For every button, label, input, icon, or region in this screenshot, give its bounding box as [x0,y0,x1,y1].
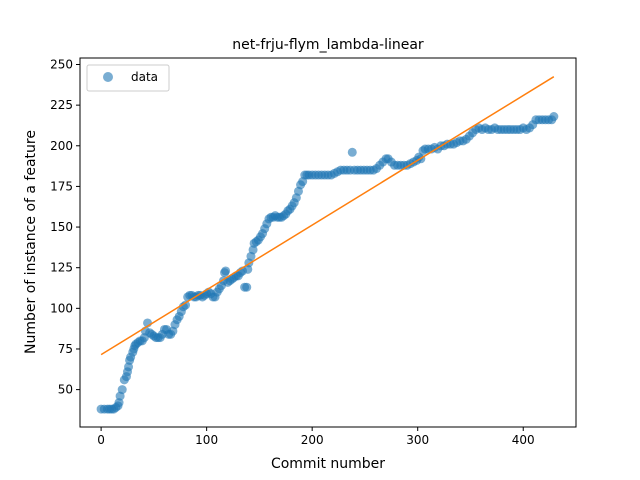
data-point [549,112,559,122]
data-point [221,266,231,276]
chart-title: net-frju-flym_lambda-linear [232,37,424,53]
data-point [181,300,191,310]
legend-marker [103,72,113,82]
x-tick-label: 200 [301,433,324,447]
y-axis-label: Number of instance of a feature [23,130,39,354]
data-point [242,282,252,292]
data-point [117,385,127,395]
x-tick-label: 100 [195,433,218,447]
data-point [347,147,357,157]
y-tick-label: 125 [50,261,73,275]
y-tick-label: 75 [58,342,73,356]
y-tick-label: 200 [50,139,73,153]
x-tick-label: 300 [406,433,429,447]
x-tick-label: 400 [512,433,535,447]
x-axis: 0 100 200 300 400 [97,427,535,447]
plot-area [96,76,559,414]
y-axis: 50 75 100 125 150 175 200 225 250 [50,58,80,397]
fit-line [100,76,555,356]
legend-box [86,64,170,92]
legend: data [86,64,170,92]
y-tick-label: 225 [50,98,73,112]
x-axis-label: Commit number [271,456,385,472]
legend-label: data [131,70,158,84]
x-tick-label: 0 [97,433,105,447]
y-tick-label: 175 [50,179,73,193]
plot-frame [79,57,577,428]
y-tick-label: 150 [50,220,73,234]
y-tick-label: 50 [58,383,73,397]
y-tick-label: 100 [50,301,73,315]
y-tick-label: 250 [50,58,73,72]
